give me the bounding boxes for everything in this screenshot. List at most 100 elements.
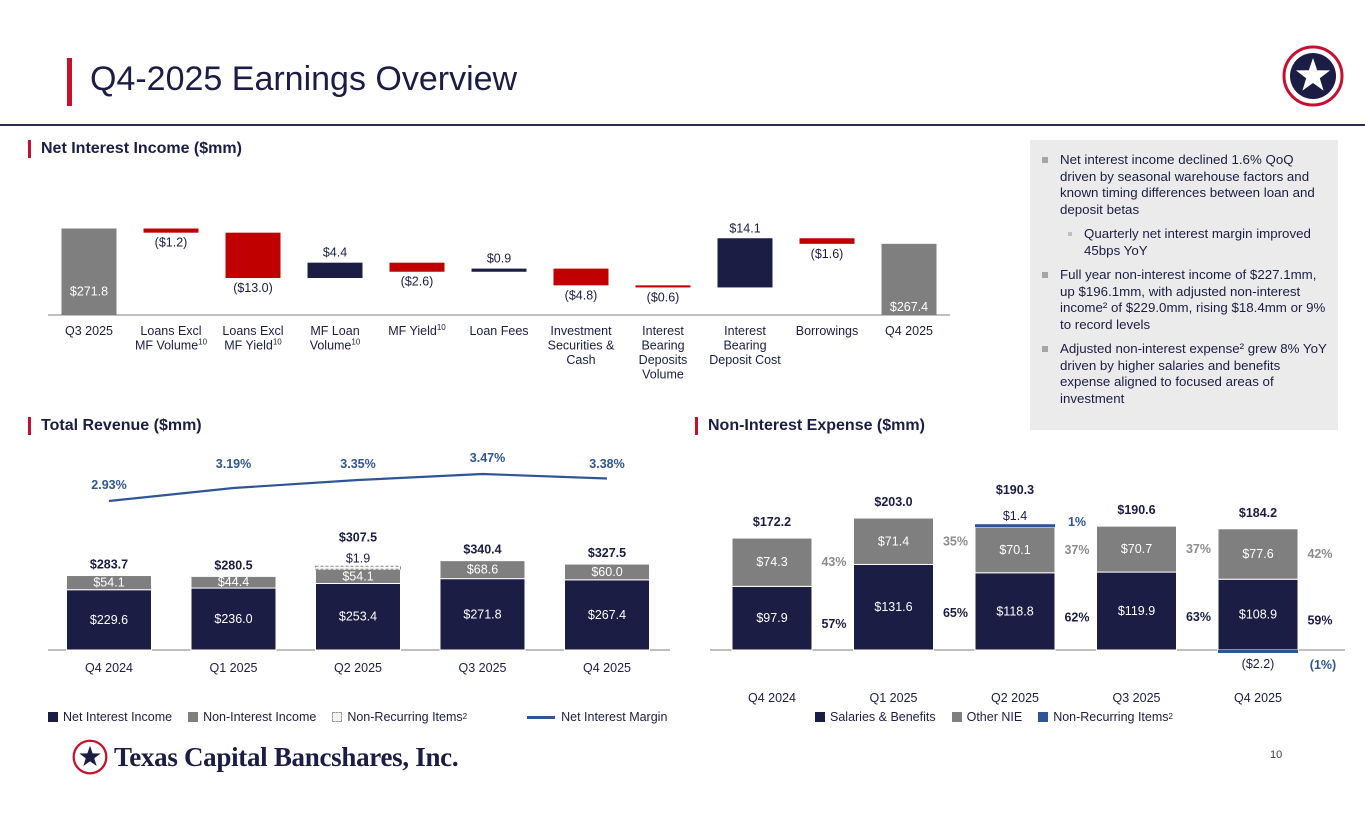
nonrec-bar	[315, 565, 401, 570]
data-label: ($0.6)	[647, 290, 680, 304]
salaries-value-label: $131.6	[874, 600, 912, 614]
nii-bar	[190, 587, 277, 651]
total-label: $307.5	[339, 530, 377, 544]
nonrec-pct-label: (1%)	[1310, 658, 1336, 672]
salaries-pct-label: 57%	[821, 617, 846, 631]
category-label: Q2 2025	[991, 691, 1039, 705]
other-nie-value-label: $70.1	[999, 543, 1030, 557]
nonrec-value-label: $1.4	[1003, 509, 1027, 523]
nonii-bar	[564, 563, 650, 581]
nii-bar	[439, 578, 526, 651]
category-label: Q4 2025	[583, 661, 631, 675]
other-nie-bar	[853, 517, 934, 565]
category-label: Q1 2025	[210, 661, 258, 675]
legend-label: Salaries & Benefits	[830, 710, 936, 724]
category-label: Q4 2024	[748, 691, 796, 705]
nonii-bar	[190, 575, 277, 589]
nonii-value-label: $44.4	[218, 575, 249, 589]
waterfall-bar	[635, 285, 691, 288]
legend-label: Other NIE	[966, 710, 1023, 724]
waterfall-bar	[553, 268, 609, 286]
other-nie-pct-label: 35%	[943, 534, 968, 548]
salaries-value-label: $108.9	[1239, 608, 1277, 622]
data-label: ($1.2)	[155, 236, 188, 250]
nii-section-title: Net Interest Income ($mm)	[28, 140, 242, 158]
category-label: Q3 2025	[1113, 691, 1161, 705]
data-label: $271.8	[70, 284, 108, 298]
nii-waterfall-chart: $271.8 Q3 2025 ($1.2) Loans Excl MF Volume10…	[48, 221, 950, 382]
commentary-bullet: Adjusted non-interest expense² grew 8% Y…	[1042, 341, 1328, 407]
nim-label: 2.93%	[91, 478, 126, 492]
category-label: Interest Bearing Deposits Volume	[639, 324, 688, 382]
nonii-bar	[439, 560, 526, 580]
data-label: ($2.6)	[401, 275, 434, 289]
company-name: Texas Capital Bancshares, Inc.	[114, 741, 459, 772]
salaries-pct-label: 63%	[1186, 610, 1211, 624]
legend-label: Net Interest Margin	[561, 710, 668, 724]
total-label: $340.4	[463, 543, 501, 557]
data-label: $0.9	[487, 252, 511, 266]
page-number: 10	[1270, 749, 1283, 761]
nonii-bar	[66, 575, 152, 591]
total-label: $203.0	[874, 495, 912, 509]
nonrec-bar	[1218, 650, 1298, 653]
salaries-pct-label: 62%	[1064, 610, 1089, 624]
waterfall-bar	[307, 262, 363, 279]
category-label: Q4 2024	[85, 661, 133, 675]
nonrec-pct-label: 1%	[1068, 515, 1086, 529]
legend-nii: Net Interest Income	[48, 710, 172, 724]
legend-label: Non-Recurring Items	[1053, 710, 1169, 724]
total-label: $280.5	[214, 558, 252, 572]
nii-value-label: $253.4	[339, 610, 377, 624]
expense-legend: Salaries & Benefits Other NIE Non-Recurr…	[815, 710, 1189, 724]
category-label: Loan Fees	[469, 324, 528, 338]
total-label: $190.3	[996, 483, 1034, 497]
category-label: Q4 2025	[1234, 691, 1282, 705]
nonrec-bar	[975, 524, 1055, 528]
category-label: MF Yield10	[388, 323, 446, 338]
category-label: Q3 2025	[65, 324, 113, 338]
salaries-value-label: $97.9	[756, 611, 787, 625]
waterfall-bar	[389, 262, 445, 272]
nii-value-label: $229.6	[90, 613, 128, 627]
category-label: Q3 2025	[459, 661, 507, 675]
category-label: Loans Excl MF Volume10	[135, 324, 208, 353]
commentary-sub-bullet: Quarterly net interest margin improved 4…	[1068, 226, 1328, 259]
nonrec-value-label: $1.9	[346, 551, 370, 565]
waterfall-bar	[717, 238, 773, 288]
nonii-value-label: $60.0	[591, 565, 622, 579]
other-nie-bar	[731, 537, 813, 587]
salaries-bar	[853, 563, 934, 651]
data-label: ($13.0)	[233, 281, 273, 295]
commentary-bullet: Net interest income declined 1.6% QoQ dr…	[1042, 152, 1328, 218]
other-nie-bar	[1217, 528, 1299, 580]
data-label: ($4.8)	[565, 288, 598, 302]
category-label: Q1 2025	[870, 691, 918, 705]
total-label: $283.7	[90, 558, 128, 572]
salaries-bar	[731, 585, 813, 651]
data-label: $14.1	[729, 221, 760, 235]
salaries-pct-label: 65%	[943, 606, 968, 620]
total-label: $184.2	[1239, 506, 1277, 520]
page-title: Q4-2025 Earnings Overview	[90, 60, 518, 98]
legend-nonii: Non-Interest Income	[188, 710, 316, 724]
revenue-section-title: Total Revenue ($mm)	[28, 417, 202, 435]
waterfall-bar	[881, 243, 937, 315]
salaries-pct-label: 59%	[1307, 614, 1332, 628]
waterfall-bar	[799, 238, 855, 244]
category-label: MF Loan Volume10	[310, 324, 361, 353]
legend-other: Other NIE	[951, 710, 1023, 724]
other-nie-value-label: $70.7	[1121, 542, 1152, 556]
other-nie-value-label: $74.3	[756, 555, 787, 569]
category-label: Loans Excl MF Yield10	[222, 324, 283, 353]
nim-line	[108, 472, 608, 503]
nii-bar	[66, 589, 152, 651]
commentary-box: Net interest income declined 1.6% QoQ dr…	[1030, 140, 1338, 430]
company-logo: Texas Capital Bancshares, Inc.	[72, 739, 459, 775]
commentary-list: Net interest income declined 1.6% QoQ dr…	[1030, 140, 1338, 407]
nii-value-label: $236.0	[214, 612, 252, 626]
category-label: Q2 2025	[334, 661, 382, 675]
legend-nim: Net Interest Margin	[527, 710, 667, 724]
waterfall-bar	[225, 232, 281, 279]
header-divider	[0, 124, 1365, 126]
